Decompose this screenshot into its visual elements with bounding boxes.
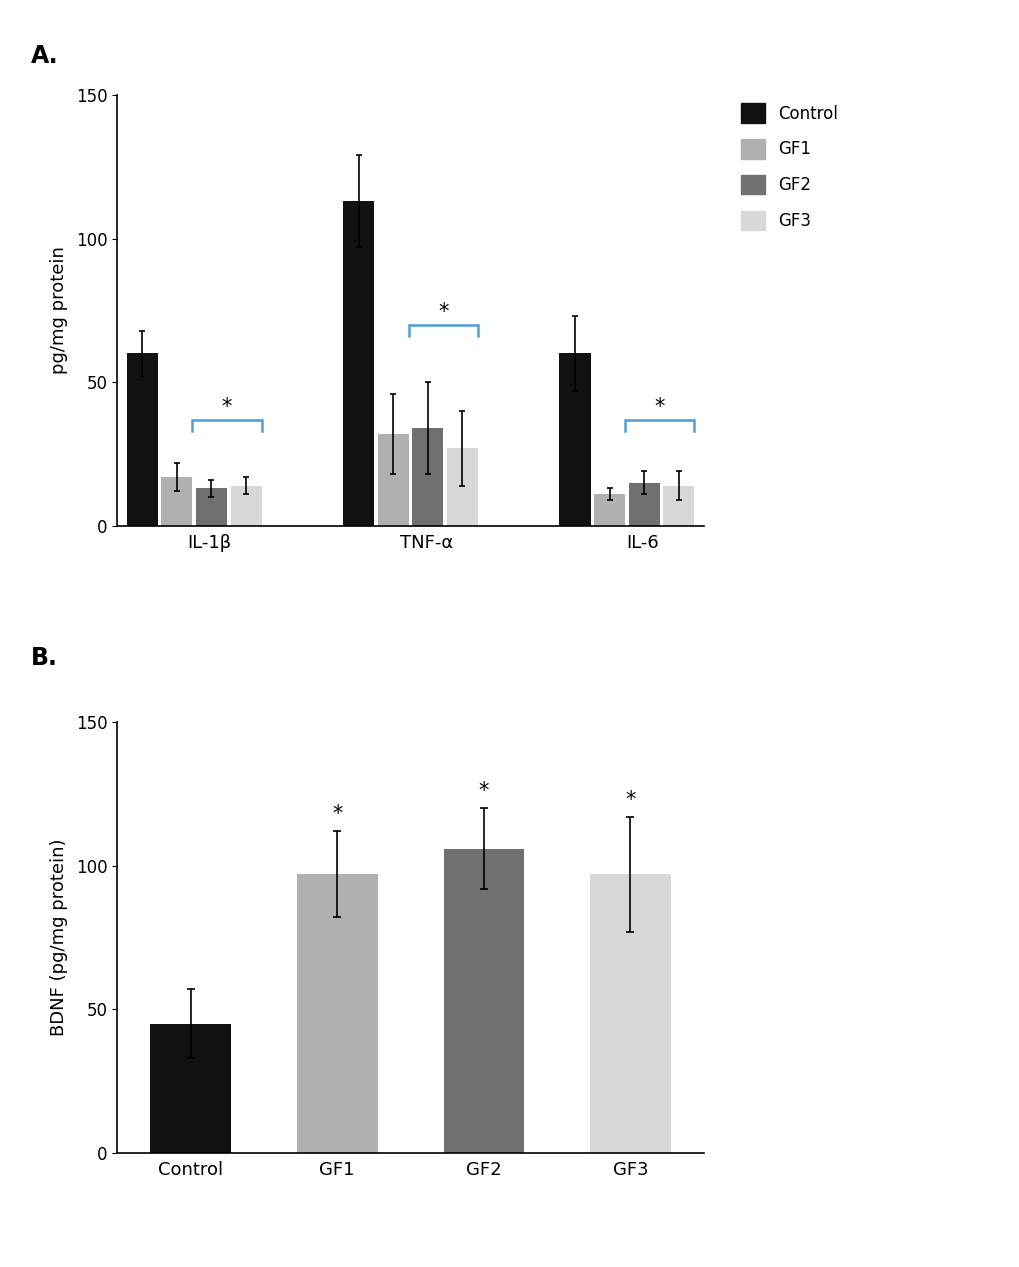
Text: *: * [654,397,664,417]
Bar [342,201,374,526]
Bar [590,874,671,1153]
Text: *: * [438,303,448,322]
Text: *: * [332,805,342,824]
Bar [662,485,694,526]
Text: *: * [222,397,232,417]
Bar [628,483,659,526]
Text: A.: A. [31,44,58,68]
Bar [377,433,409,526]
Bar [446,449,478,526]
Bar [150,1024,230,1153]
Bar [230,485,262,526]
Bar [412,428,443,526]
Y-axis label: pg/mg protein: pg/mg protein [50,247,67,374]
Bar [297,874,377,1153]
Bar [593,494,625,526]
Text: *: * [625,789,635,810]
Legend: Control, GF1, GF2, GF3: Control, GF1, GF2, GF3 [741,104,838,231]
Y-axis label: BDNF (pg/mg protein): BDNF (pg/mg protein) [50,839,67,1036]
Bar [558,353,590,526]
Text: *: * [478,782,488,801]
Bar [126,353,158,526]
Bar [196,489,227,526]
Bar [161,476,193,526]
Bar [443,849,524,1153]
Text: B.: B. [31,646,57,670]
